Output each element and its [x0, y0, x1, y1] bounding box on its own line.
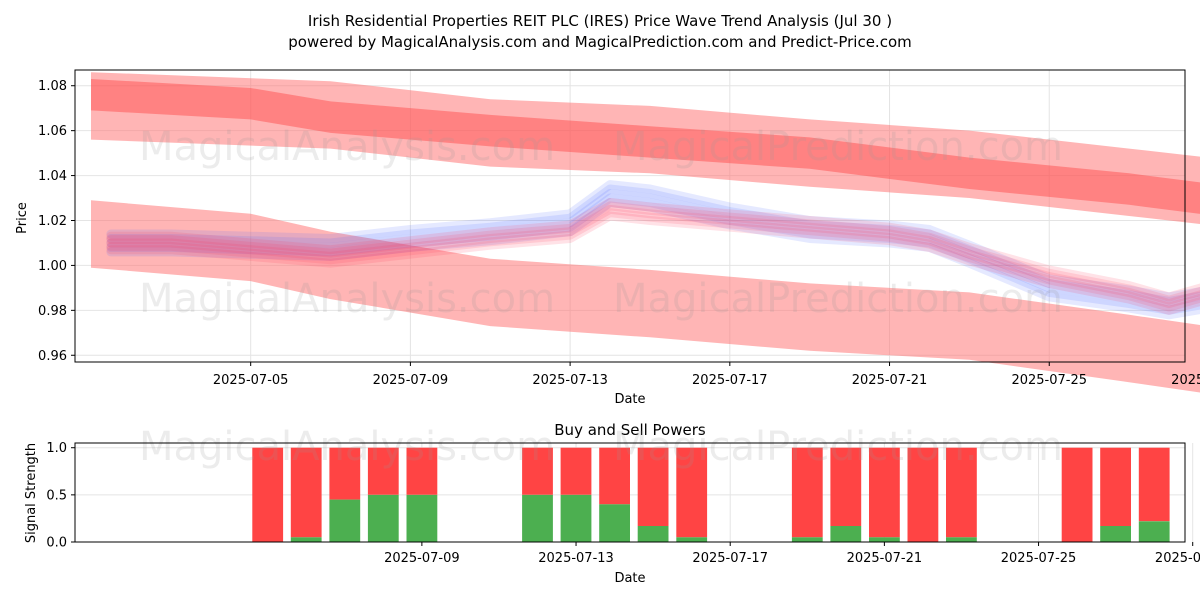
price-series [91, 72, 1200, 393]
signal-bars [252, 447, 1170, 542]
signal-x-tick-label: 2025-07-13 [538, 551, 614, 566]
signal-x-tick-label: 2025-07-29 [1155, 551, 1200, 566]
price-x-tick-label: 2025-07-09 [373, 373, 449, 388]
sell-power-bar [252, 447, 284, 542]
price-y-tick-label: 1.00 [38, 259, 67, 274]
price-y-label: Price [15, 202, 30, 234]
upper-channel-core [91, 79, 1200, 214]
lower-channel-band [91, 200, 1200, 393]
blue-wave-line [106, 184, 1200, 306]
blue-wave-line [106, 189, 1200, 311]
signal-y-tick-label: 0.5 [46, 488, 67, 503]
blue-wave-line [106, 193, 1200, 315]
buy-power-bar [1100, 526, 1131, 542]
buy-power-bar [329, 499, 361, 542]
sell-power-bar [406, 447, 438, 495]
sell-power-bar [329, 447, 361, 500]
signal-title: Buy and Sell Powers [554, 421, 706, 439]
sell-power-bar [637, 447, 669, 526]
chart-title: Irish Residential Properties REIT PLC (I… [308, 12, 892, 30]
sell-power-bar [367, 447, 399, 495]
signal-axes: 2025-07-09 2025-07-13 2025-07-17 2025-07-21… [46, 441, 1200, 566]
watermark-analysis-mid: MagicalAnalysis.com [139, 276, 555, 322]
price-x-tick-label: 2025-07-29 [1171, 373, 1200, 388]
sell-power-bar [599, 447, 630, 505]
red-wave-line [106, 201, 1200, 305]
signal-y-label: Signal Strength [24, 443, 39, 543]
buy-power-bar [367, 494, 399, 542]
signal-plot-frame [74, 442, 1186, 543]
sell-power-bar [1100, 447, 1131, 526]
upper-channel-band [91, 72, 1200, 224]
price-x-tick-label: 2025-07-25 [1011, 373, 1087, 388]
sell-power-bar [560, 447, 592, 495]
price-axes: 2025-07-05 2025-07-09 2025-07-13 2025-07-17… [38, 79, 1200, 388]
price-x-tick-label: 2025-07-17 [692, 373, 768, 388]
chart-subtitle: powered by MagicalAnalysis.com and Magic… [288, 33, 912, 51]
watermark-analysis-bottom: MagicalAnalysis.com [139, 424, 555, 470]
buy-power-bar [791, 537, 823, 542]
buy-power-bar [599, 504, 630, 542]
buy-power-bar [830, 526, 862, 542]
price-y-tick-label: 1.02 [38, 214, 67, 229]
buy-power-bar [560, 494, 592, 542]
watermark-prediction-bottom: MagicalPrediction.com [613, 424, 1063, 470]
buy-power-bar [1138, 521, 1170, 542]
red-wave-line [106, 198, 1200, 302]
buy-power-bar [406, 494, 438, 542]
signal-x-label: Date [614, 571, 645, 586]
signal-x-tick-label: 2025-07-25 [1001, 551, 1077, 566]
buy-power-bar [290, 537, 322, 542]
price-y-tick-label: 0.96 [38, 349, 67, 364]
watermark-analysis-top: MagicalAnalysis.com [139, 124, 555, 170]
signal-panel: Buy and Sell Powers MagicalAnalysis.com … [24, 421, 1200, 586]
price-y-tick-label: 1.04 [38, 169, 67, 184]
price-plot-frame [74, 69, 1186, 363]
sell-power-bar [522, 447, 553, 495]
price-panel: MagicalAnalysis.com MagicalPrediction.co… [15, 69, 1200, 407]
red-wave-line [106, 211, 1200, 315]
red-wave-line [106, 204, 1200, 309]
buy-power-bar [676, 537, 708, 542]
signal-x-tick-label: 2025-07-09 [384, 551, 460, 566]
watermark-prediction-top: MagicalPrediction.com [613, 124, 1063, 170]
sell-power-bar [1138, 447, 1170, 522]
buy-power-bar [522, 494, 553, 542]
sell-power-bar [290, 447, 322, 538]
buy-power-bar [637, 526, 669, 542]
signal-x-tick-label: 2025-07-21 [847, 551, 923, 566]
price-x-tick-label: 2025-07-13 [532, 373, 608, 388]
sell-power-bar [830, 447, 862, 526]
blue-wave-line [106, 198, 1200, 320]
signal-y-tick-label: 1.0 [46, 441, 67, 456]
sell-power-bar [791, 447, 823, 538]
price-x-label: Date [614, 392, 645, 407]
red-wave-line [106, 208, 1200, 312]
sell-power-bar [676, 447, 708, 538]
watermark-prediction-mid: MagicalPrediction.com [613, 276, 1063, 322]
price-y-tick-label: 1.08 [38, 79, 67, 94]
blue-wave-line [106, 180, 1200, 302]
price-y-tick-label: 1.06 [38, 124, 67, 139]
buy-power-bar [946, 537, 977, 542]
price-y-tick-label: 0.98 [38, 304, 67, 319]
price-x-tick-label: 2025-07-05 [213, 373, 289, 388]
buy-power-bar [869, 537, 900, 542]
sell-power-bar [869, 447, 900, 538]
price-x-tick-label: 2025-07-21 [852, 373, 928, 388]
sell-power-bar [907, 447, 939, 542]
signal-y-tick-label: 0.0 [46, 536, 67, 551]
sell-power-bar [1061, 447, 1093, 542]
sell-power-bar [946, 447, 977, 538]
signal-x-tick-label: 2025-07-17 [692, 551, 768, 566]
